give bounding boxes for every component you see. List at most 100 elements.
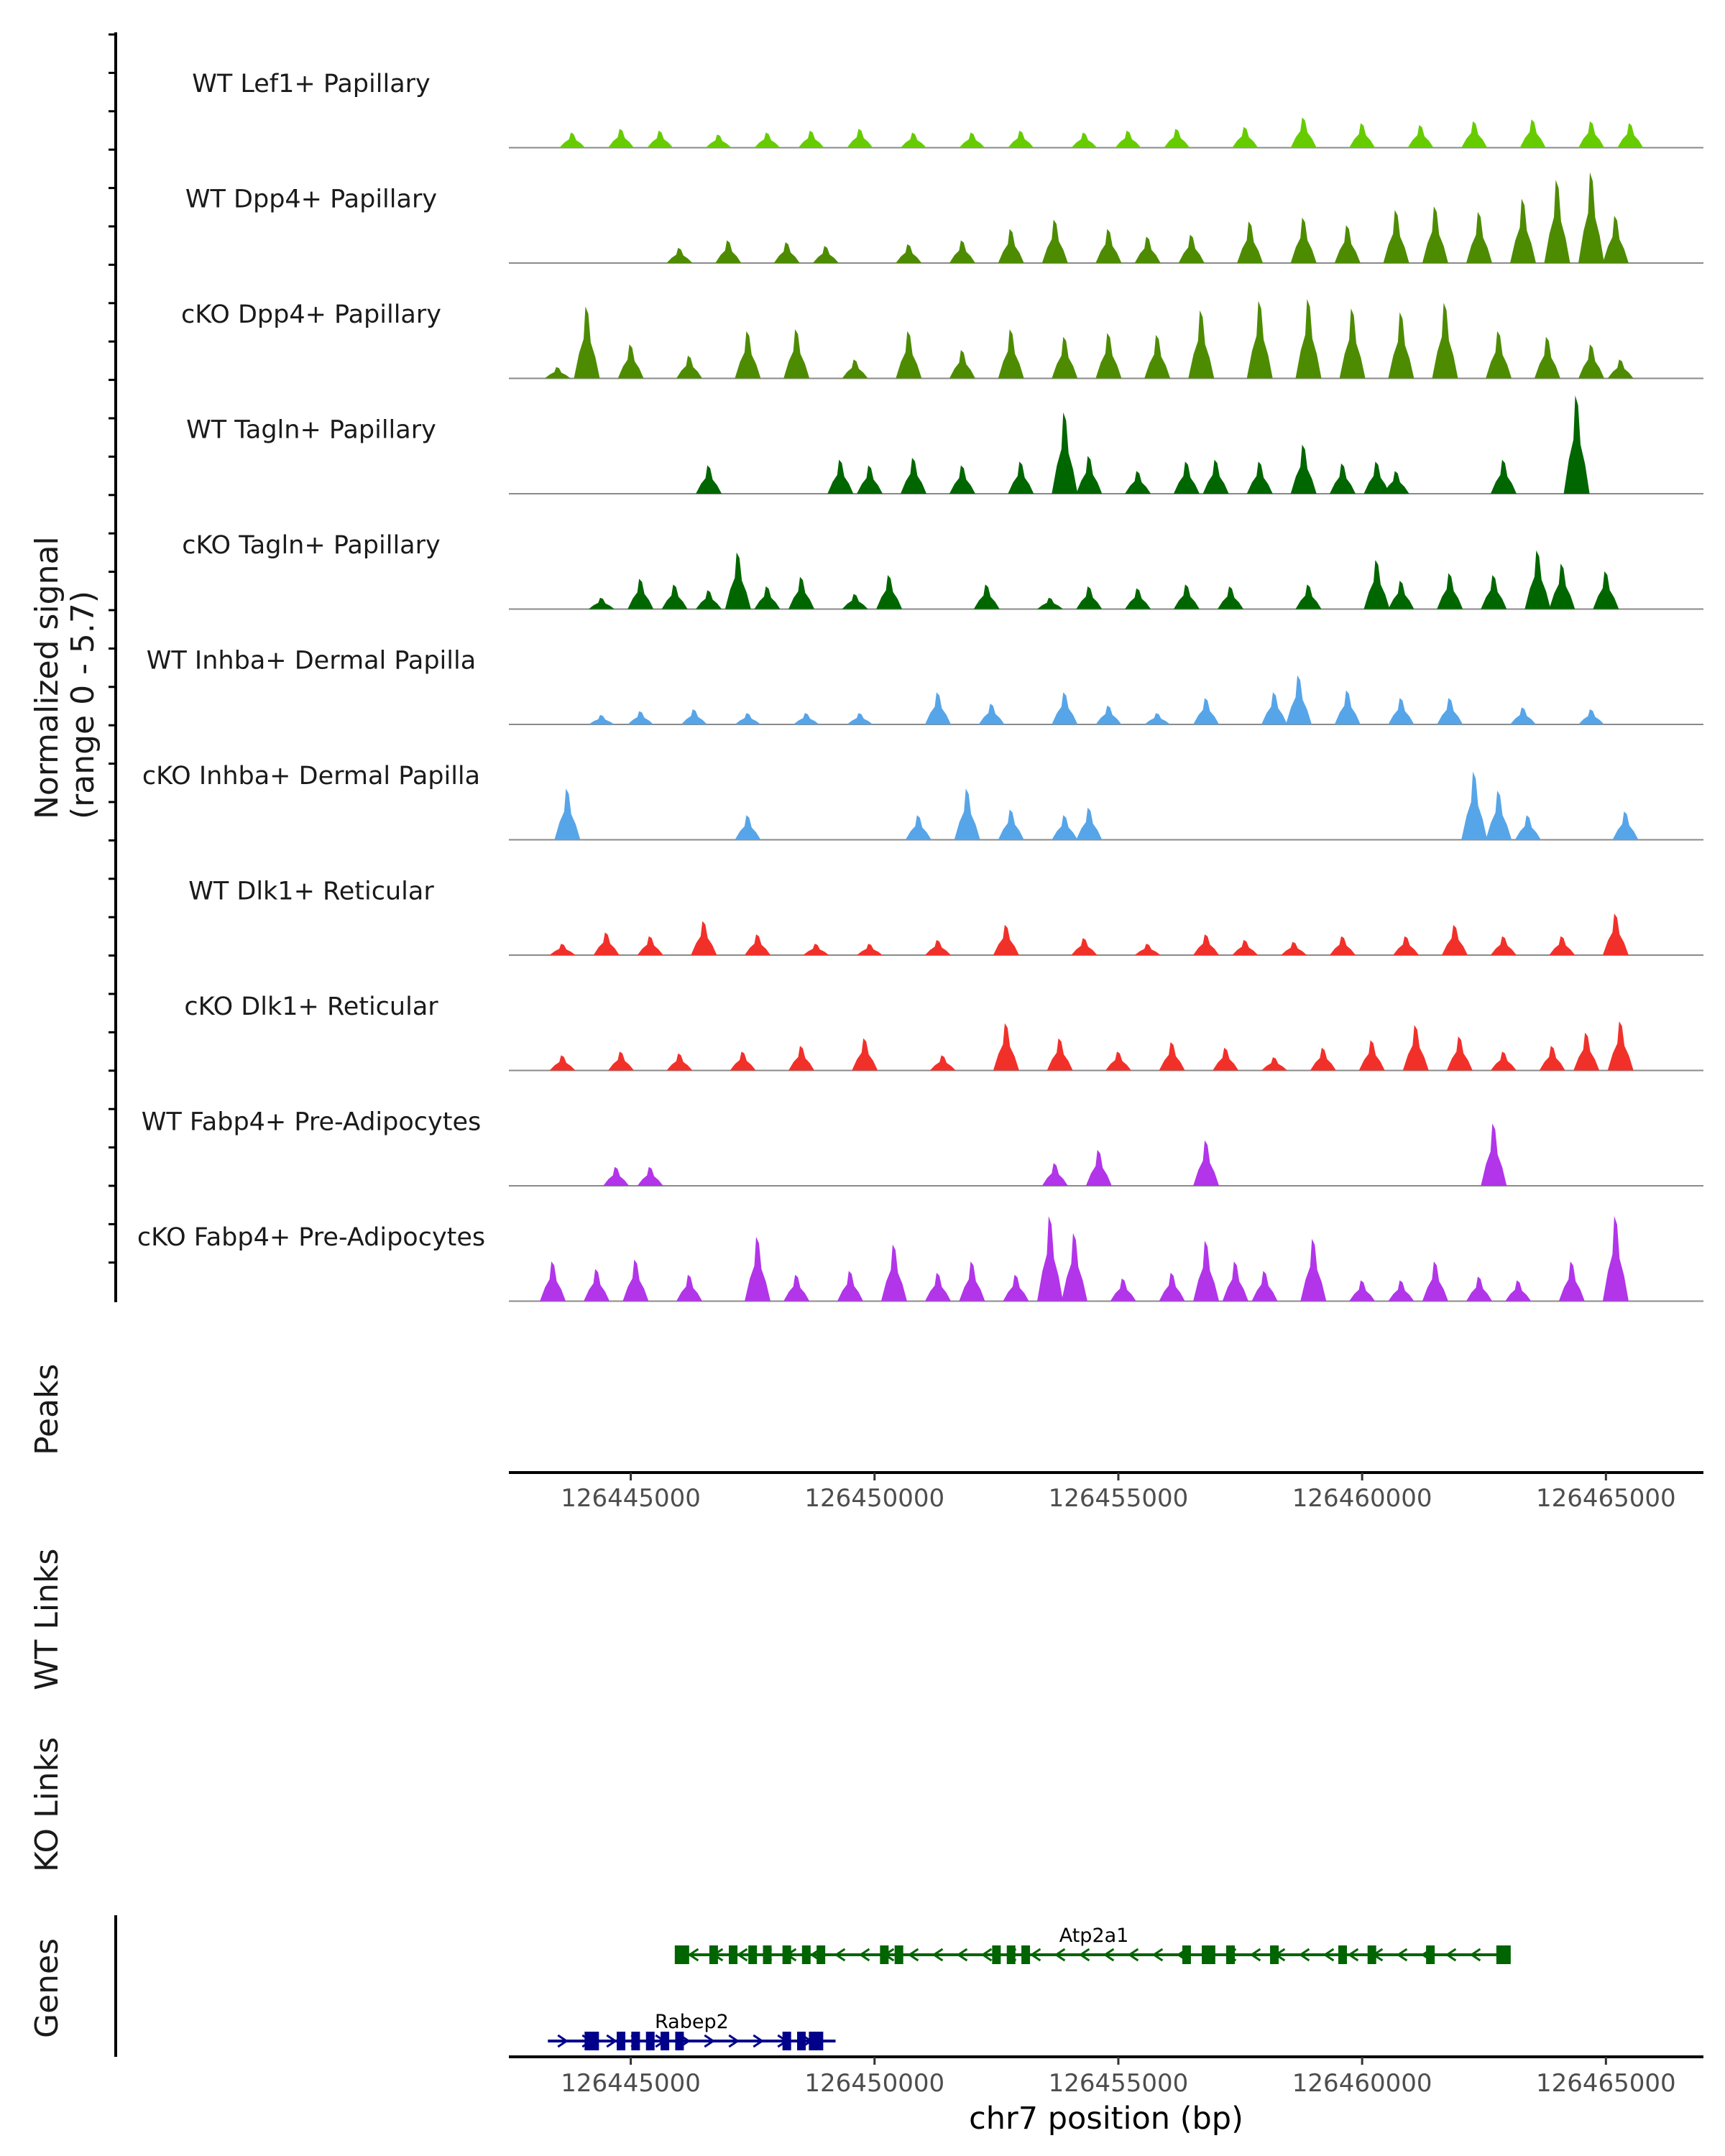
x-tick-label: 126445000: [561, 1484, 701, 1513]
coverage-peak: [1466, 1276, 1492, 1302]
coverage-peak: [1349, 123, 1376, 148]
coverage-peak: [1173, 584, 1200, 609]
coverage-peak: [705, 134, 732, 148]
coverage-peak: [730, 1051, 756, 1071]
track-label: WT Tagln+ Papillary: [186, 416, 436, 445]
coverage-peak: [1290, 117, 1317, 148]
coverage-peak: [1422, 1261, 1448, 1302]
coverage-peak: [1037, 1216, 1063, 1302]
coverage-peak: [1330, 936, 1356, 955]
coverage-peak: [1442, 924, 1468, 955]
coverage-peak: [1232, 939, 1259, 955]
coverage-peak: [1481, 575, 1507, 609]
coverage-peak: [1310, 1047, 1336, 1071]
x-tick-label: 126455000: [1049, 1484, 1189, 1513]
strand-arrow: [704, 2034, 715, 2048]
strand-arrow: [1322, 1948, 1335, 1962]
coverage-peak: [1578, 172, 1604, 263]
coverage-peak: [1602, 216, 1629, 263]
gene-exon: [617, 2032, 626, 2050]
coverage-peak: [1222, 1261, 1248, 1302]
strand-arrow: [1127, 1948, 1139, 1962]
coverage-peak: [896, 244, 922, 263]
coverage-peak: [1490, 1051, 1517, 1071]
coverage-peak: [745, 1237, 770, 1302]
coverage-peak: [925, 692, 951, 724]
coverage-peak: [1125, 471, 1151, 494]
track-wt-inhba-dermal-papilla: WT Inhba+ Dermal Papilla: [147, 647, 1703, 725]
coverage-peak: [754, 586, 781, 609]
gene-exon: [1021, 1945, 1031, 1964]
coverage-peak: [1246, 461, 1273, 494]
coverage-peak: [608, 129, 634, 148]
coverage-peak: [1164, 129, 1190, 148]
coverage-peak: [949, 350, 975, 379]
coverage-peak: [1295, 584, 1322, 609]
coverage-peak: [1041, 219, 1068, 263]
coverage-peak: [1076, 586, 1103, 609]
coverage-peak: [1617, 123, 1644, 148]
strand-arrow: [1249, 1948, 1261, 1962]
coverage-peak: [827, 459, 854, 494]
coverage-peak: [1519, 119, 1546, 148]
coverage-peak: [724, 552, 751, 609]
coverage-peak: [1593, 571, 1619, 609]
gene-name-label: Rabep2: [655, 2011, 729, 2033]
coverage-peak: [837, 1271, 863, 1302]
gene-exon: [675, 2032, 684, 2050]
track-wt-dpp4-papillary: WT Dpp4+ Papillary: [185, 172, 1703, 264]
strand-arrow: [1445, 1948, 1457, 1962]
strand-arrow: [1103, 1948, 1115, 1962]
coverage-peak: [637, 936, 663, 955]
coverage-peak: [1071, 938, 1098, 955]
coverage-peak: [1461, 121, 1488, 148]
strand-arrow: [956, 1948, 968, 1962]
strand-arrow: [606, 2034, 617, 2048]
gene-exon: [674, 1945, 689, 1964]
coverage-peak: [1549, 936, 1576, 955]
x-axis-title: chr7 position (bp): [969, 2101, 1243, 2137]
coverage-peak: [1046, 1038, 1073, 1071]
coverage-peak: [1393, 936, 1420, 955]
coverage-peak: [1383, 471, 1409, 494]
coverage-peak: [1578, 344, 1604, 379]
coverage-peak: [959, 1261, 985, 1302]
gene-exon: [801, 1945, 811, 1964]
coverage-peak: [1041, 1163, 1068, 1186]
coverage-peak: [1534, 336, 1560, 379]
coverage-peak: [1052, 336, 1078, 379]
coverage-peak: [1213, 1047, 1239, 1071]
coverage-peak: [1407, 124, 1434, 148]
gene-models: Atp2a1 Rabep2: [548, 1925, 1511, 2050]
coverage-peak: [1363, 461, 1390, 494]
coverage-peak: [847, 129, 873, 148]
track-label: WT Dpp4+ Papillary: [185, 185, 437, 214]
coverage-peak: [666, 247, 693, 263]
coverage-peak: [1602, 1216, 1629, 1302]
coverage-peak: [1505, 1280, 1532, 1302]
coverage-peak: [1539, 1046, 1565, 1071]
coverage-peak: [1466, 211, 1492, 263]
gene-exon: [797, 2032, 806, 2050]
coverage-peak: [745, 934, 770, 955]
coverage-peak: [608, 1051, 634, 1071]
coverage-peak: [735, 713, 761, 724]
coverage-peak: [1334, 690, 1361, 724]
coverage-peak: [1061, 1233, 1087, 1302]
track-cko-inhba-dermal-papilla: cKO Inhba+ Dermal Papilla: [142, 762, 1703, 841]
coverage-peak: [1071, 132, 1098, 148]
coverage-peak: [1563, 395, 1590, 494]
coverage-peak: [773, 242, 800, 263]
track-cko-fabp4-pre-adipocytes: cKO Fabp4+ Pre-Adipocytes: [137, 1216, 1703, 1302]
coverage-peak: [1159, 1273, 1185, 1302]
gene-exon: [661, 2032, 670, 2050]
coverage-peak: [1144, 335, 1171, 379]
gene-exon: [1225, 1945, 1235, 1964]
coverage-peak: [691, 921, 717, 955]
coverage-peak: [1261, 692, 1287, 724]
strand-arrow: [687, 1948, 699, 1962]
coverage-peak: [901, 132, 926, 148]
coverage-peak: [1358, 1040, 1385, 1071]
strand-arrow: [557, 2034, 569, 2048]
y-axis-ticks: [109, 33, 116, 1264]
